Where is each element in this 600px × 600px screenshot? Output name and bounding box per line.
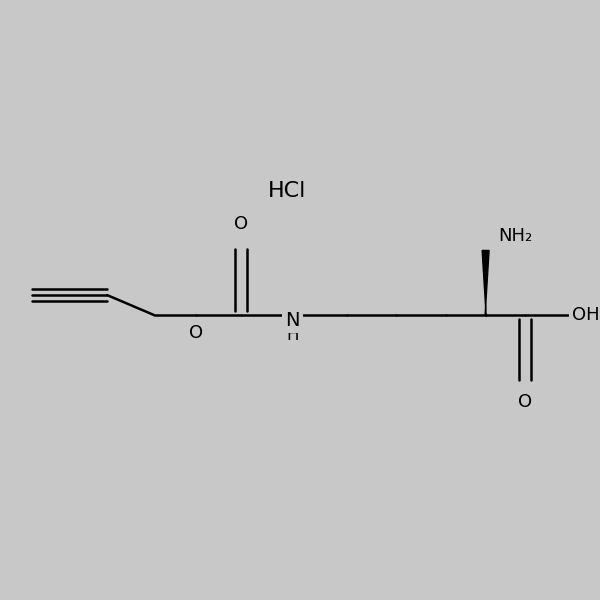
Text: N: N — [285, 311, 299, 331]
Text: O: O — [189, 324, 203, 342]
Text: OH: OH — [572, 306, 599, 324]
Text: HCl: HCl — [268, 181, 307, 201]
Text: O: O — [518, 393, 532, 411]
Text: H: H — [286, 326, 299, 344]
Text: O: O — [234, 215, 248, 233]
Polygon shape — [482, 250, 489, 315]
Text: NH₂: NH₂ — [498, 227, 532, 245]
